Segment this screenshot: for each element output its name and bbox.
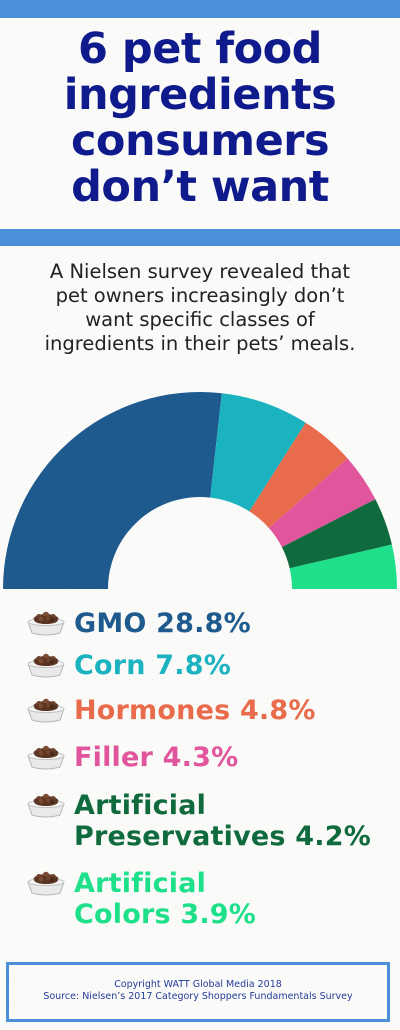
title-line-4: don’t want bbox=[71, 162, 329, 212]
slice-corn bbox=[210, 393, 306, 512]
slice-hormones bbox=[249, 422, 348, 529]
pet-food-bowl-icon bbox=[24, 742, 68, 772]
top-accent-bar bbox=[0, 0, 400, 18]
slice-artificial-colors bbox=[289, 544, 397, 589]
legend-item-hormones: Hormones 4.8% bbox=[24, 695, 316, 726]
legend-line: Artificial bbox=[74, 790, 207, 821]
legend-item-gmo: GMO 28.8% bbox=[24, 608, 251, 639]
intro-line-1: A Nielsen survey revealed that bbox=[49, 260, 351, 283]
legend-label-filler: Filler 4.3% bbox=[74, 742, 239, 773]
pet-food-bowl-icon bbox=[24, 695, 68, 725]
legend-label-artificial-preservatives: Artificial Preservatives 4.2% bbox=[74, 790, 371, 852]
slice-filler bbox=[268, 458, 376, 548]
legend-line: Preservatives 4.2% bbox=[74, 821, 371, 852]
pet-food-bowl-icon bbox=[24, 790, 68, 820]
slice-artificial-preservatives bbox=[281, 499, 392, 569]
legend-item-artificial-colors: Artificial Colors 3.9% bbox=[24, 868, 256, 930]
legend-item-artificial-preservatives: Artificial Preservatives 4.2% bbox=[24, 790, 371, 852]
pet-food-bowl-icon bbox=[24, 608, 68, 638]
intro-line-4: ingredients in their pets’ meals. bbox=[44, 332, 356, 355]
page-title: 6 pet food ingredients consumers don’t w… bbox=[0, 26, 400, 210]
copyright-text: Copyright WATT Global Media 2018 bbox=[114, 979, 282, 990]
legend-label-artificial-colors: Artificial Colors 3.9% bbox=[74, 868, 256, 930]
pet-food-bowl-icon bbox=[24, 650, 68, 680]
title-line-1: 6 pet food bbox=[78, 24, 322, 74]
slice-gmo bbox=[3, 392, 222, 589]
divider-accent-bar bbox=[0, 229, 400, 246]
source-text: Source: Nielsen’s 2017 Category Shoppers… bbox=[43, 991, 353, 1002]
intro-line-3: want specific classes of bbox=[85, 308, 315, 331]
legend-item-filler: Filler 4.3% bbox=[24, 742, 238, 773]
legend-label-hormones: Hormones 4.8% bbox=[74, 695, 316, 726]
legend-label-gmo: GMO 28.8% bbox=[74, 608, 251, 639]
legend-line: Artificial bbox=[74, 868, 207, 899]
legend-label-corn: Corn 7.8% bbox=[74, 650, 231, 681]
legend-item-corn: Corn 7.8% bbox=[24, 650, 231, 681]
pet-food-bowl-icon bbox=[24, 868, 68, 898]
title-line-2: ingredients bbox=[63, 70, 337, 120]
legend-line: Colors 3.9% bbox=[74, 899, 257, 930]
footer-credits: Copyright WATT Global Media 2018 Source:… bbox=[6, 962, 390, 1022]
intro-text: A Nielsen survey revealed that pet owner… bbox=[20, 260, 380, 356]
title-line-3: consumers bbox=[70, 116, 330, 166]
semi-donut-chart bbox=[3, 392, 397, 589]
intro-line-2: pet owners increasingly don’t bbox=[55, 284, 345, 307]
